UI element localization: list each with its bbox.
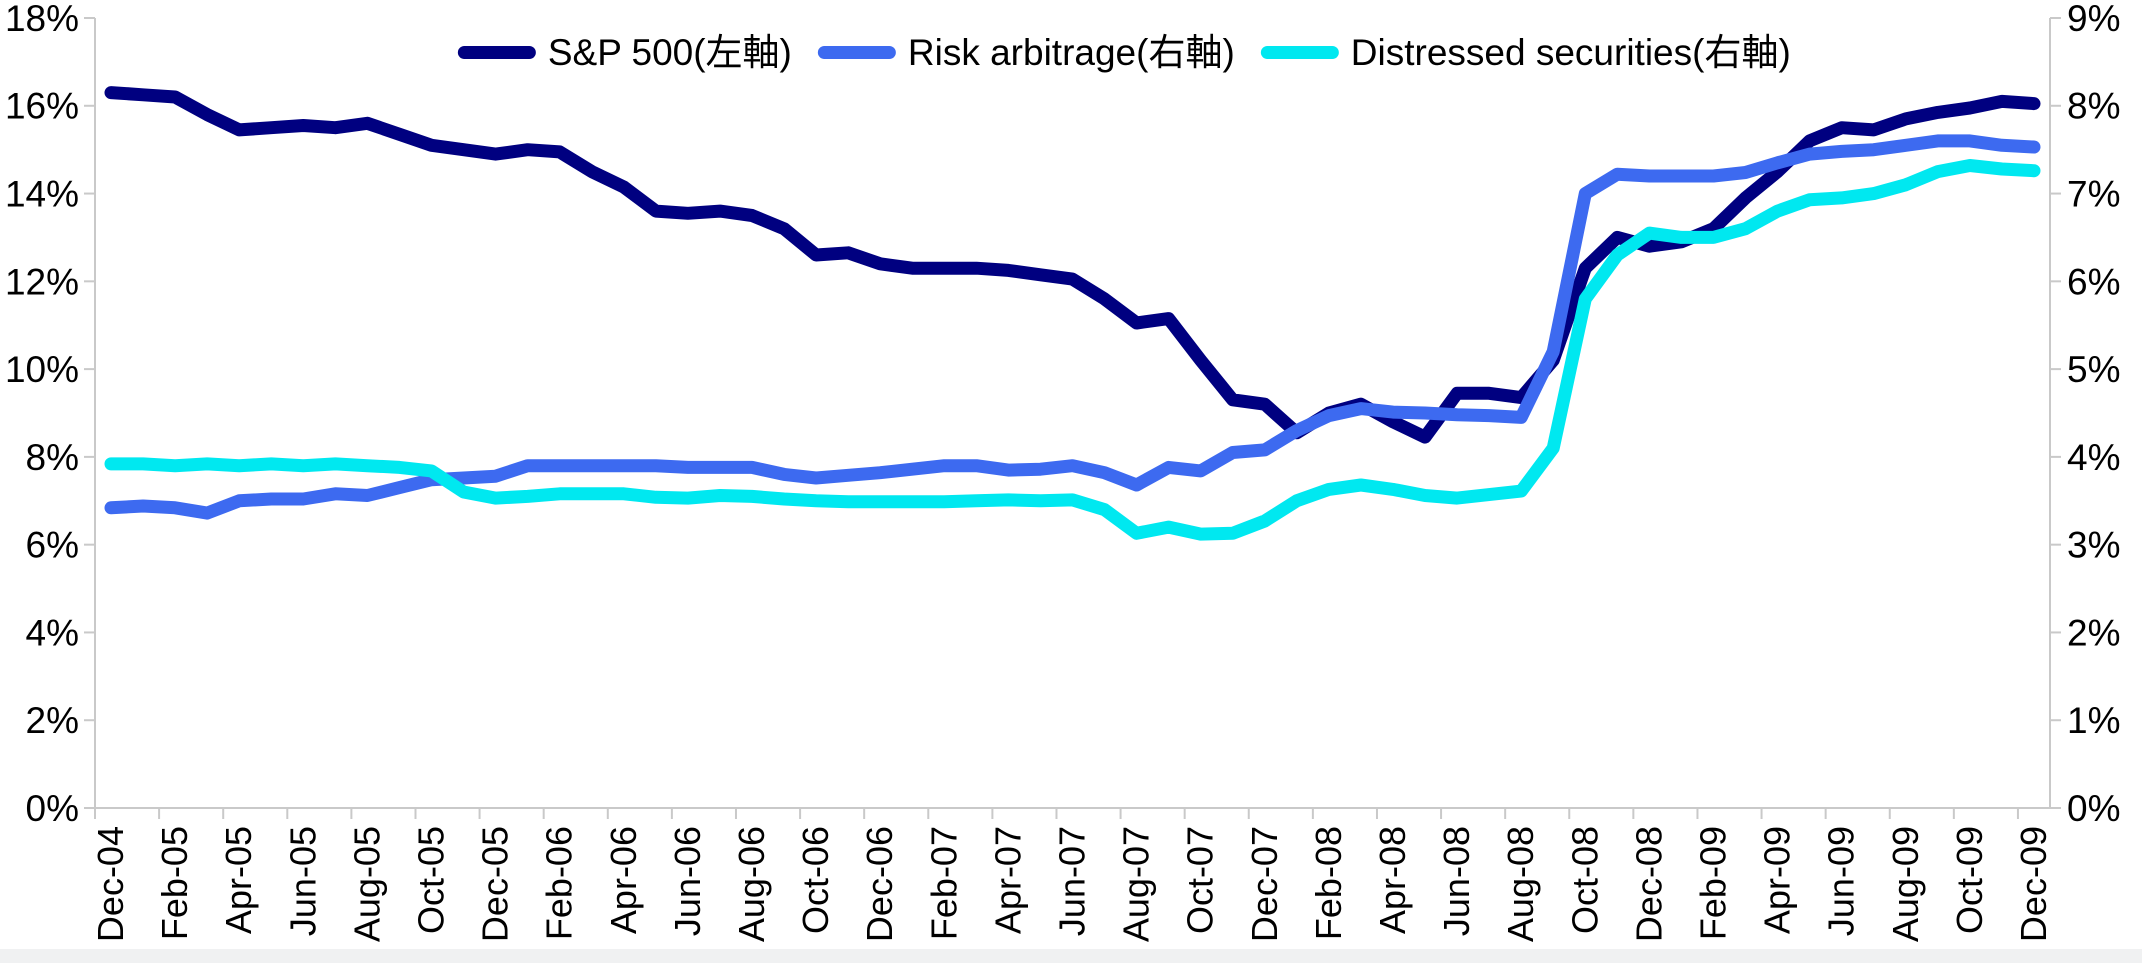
x-axis-label: Aug-06 — [731, 826, 772, 942]
legend-label-sp500: S&P 500(左軸) — [547, 32, 792, 73]
risk-arbitrage-line-swatch — [817, 46, 896, 59]
x-axis-label: Apr-05 — [218, 826, 259, 934]
x-axis-label: Jun-09 — [1821, 826, 1862, 936]
x-axis-label: Feb-09 — [1692, 826, 1733, 940]
risk-arbitrage-line — [104, 134, 2041, 520]
x-axis-label: Dec-04 — [90, 826, 131, 942]
x-axis-label: Aug-05 — [346, 826, 387, 942]
x-axis-label: Apr-06 — [603, 826, 644, 934]
x-axis-label: Dec-09 — [2013, 826, 2054, 942]
y-axis-left-label: 18% — [5, 0, 79, 39]
x-axis-label: Feb-08 — [1308, 826, 1349, 940]
y-axis-right-label: 0% — [2067, 788, 2120, 829]
x-axis-label: Jun-07 — [1052, 826, 1093, 936]
x-axis-label: Aug-07 — [1116, 826, 1157, 942]
y-axis-right-label: 1% — [2067, 700, 2120, 741]
x-axis-label: Jun-06 — [667, 826, 708, 936]
y-axis-left-label: 14% — [5, 174, 79, 215]
x-axis-label: Oct-07 — [1180, 826, 1221, 934]
y-axis-left-label: 12% — [5, 261, 79, 302]
y-axis-right-label: 4% — [2067, 437, 2120, 478]
y-axis-right-label: 9% — [2067, 0, 2120, 39]
y-axis-left-label: 16% — [5, 86, 79, 127]
x-axis-label: Dec-06 — [859, 826, 900, 942]
chart-legend: S&P 500(左軸) Risk arbitrage(右軸) Distresse… — [457, 32, 1791, 73]
x-axis-label: Feb-07 — [923, 826, 964, 940]
y-axis-left-label: 6% — [26, 525, 79, 566]
x-axis-label: Feb-05 — [154, 826, 195, 940]
x-axis-label: Apr-07 — [987, 826, 1028, 934]
x-axis-label: Dec-05 — [475, 826, 516, 942]
legend-item-sp500: S&P 500(左軸) — [457, 32, 792, 73]
x-axis-label: Apr-08 — [1372, 826, 1413, 934]
y-axis-right-label: 7% — [2067, 174, 2120, 215]
y-axis-right-label: 2% — [2067, 612, 2120, 653]
legend-label-distressed: Distressed securities(右軸) — [1350, 32, 1791, 73]
y-axis-left-label: 4% — [26, 612, 79, 653]
x-axis-label: Oct-06 — [795, 826, 836, 934]
sp500-line-swatch — [457, 46, 536, 59]
y-axis-right-label: 6% — [2067, 261, 2120, 302]
y-axis-right-label: 3% — [2067, 525, 2120, 566]
x-axis-label: Aug-08 — [1500, 826, 1541, 942]
x-axis-label: Oct-08 — [1564, 826, 1605, 934]
y-axis-left-label: 2% — [26, 700, 79, 741]
legend-item-distressed: Distressed securities(右軸) — [1260, 32, 1791, 73]
x-axis-label: Feb-06 — [539, 826, 580, 940]
x-axis-label: Apr-09 — [1757, 826, 1798, 934]
legend-label-risk-arbitrage: Risk arbitrage(右軸) — [907, 32, 1235, 73]
x-axis-label: Jun-08 — [1436, 826, 1477, 936]
x-axis-label: Dec-08 — [1628, 826, 1669, 942]
bottom-edge-strip — [0, 949, 2142, 963]
y-axis-left-label: 10% — [5, 349, 79, 390]
y-axis-right-label: 8% — [2067, 86, 2120, 127]
x-axis-label: Dec-07 — [1244, 826, 1285, 942]
y-axis-left-label: 8% — [26, 437, 79, 478]
x-axis-label: Oct-05 — [411, 826, 452, 934]
x-axis-label: Aug-09 — [1885, 826, 1926, 942]
x-axis-label: Jun-05 — [282, 826, 323, 936]
y-axis-left-label: 0% — [26, 788, 79, 829]
legend-item-risk-arbitrage: Risk arbitrage(右軸) — [817, 32, 1235, 73]
sp500-line — [104, 86, 2041, 444]
distressed-line-swatch — [1260, 46, 1339, 59]
y-axis-right-label: 5% — [2067, 349, 2120, 390]
x-axis-label: Oct-09 — [1949, 826, 1990, 934]
distressed-line — [104, 159, 2041, 541]
